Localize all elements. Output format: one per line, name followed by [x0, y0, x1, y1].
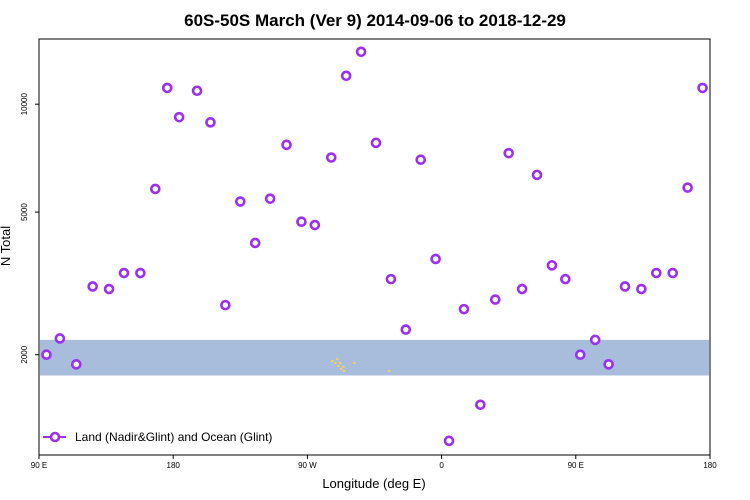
- data-point: [281, 139, 292, 151]
- legend-label: Land (Nadir&Glint) and Ocean (Glint): [75, 430, 272, 444]
- data-point: [325, 152, 337, 163]
- data-point: [70, 359, 82, 370]
- data-point: [370, 137, 382, 149]
- land-band: [40, 339, 709, 376]
- data-point: [589, 334, 601, 346]
- x-tick-label: 90 W: [298, 461, 317, 470]
- y-tick-label: 2000: [20, 345, 29, 363]
- data-point: [173, 111, 185, 123]
- data-point: [54, 333, 66, 344]
- data-point: [682, 182, 693, 193]
- data-point: [619, 281, 631, 292]
- data-point: [296, 216, 307, 228]
- data-point: [489, 294, 501, 305]
- data-point: [400, 324, 412, 335]
- x-tick-label: 180: [703, 461, 717, 470]
- land-marker: [340, 368, 343, 370]
- series-points: [41, 46, 708, 447]
- data-point: [118, 267, 130, 279]
- y-tick-label: 5000: [20, 203, 29, 221]
- data-point: [636, 283, 647, 295]
- land-marker: [342, 366, 345, 368]
- data-point: [458, 303, 470, 315]
- y-axis-label: N Total: [0, 226, 13, 266]
- land-marker: [353, 362, 356, 364]
- data-point: [309, 219, 321, 231]
- legend-marker: [49, 431, 61, 443]
- x-tick-label: 180: [167, 461, 181, 470]
- chart-title: 60S-50S March (Ver 9) 2014-09-06 to 2018…: [184, 11, 566, 30]
- x-axis: 90 E 180 90 W 0 90 E 180: [31, 455, 717, 470]
- data-point: [150, 183, 161, 195]
- data-point: [161, 82, 173, 94]
- land-marker: [331, 360, 334, 362]
- data-point: [340, 70, 352, 82]
- land-marker: [343, 370, 346, 372]
- land-marker: [388, 370, 391, 372]
- land-marker: [334, 362, 337, 364]
- data-point: [135, 267, 146, 279]
- data-point: [385, 273, 397, 285]
- data-point: [235, 196, 246, 207]
- data-point: [103, 283, 115, 295]
- data-point: [87, 281, 98, 292]
- data-point: [651, 267, 662, 279]
- x-tick-label: 0: [439, 461, 444, 470]
- data-point: [516, 283, 528, 295]
- land-marker: [336, 358, 339, 360]
- land-band-layer: [40, 339, 709, 376]
- data-point: [503, 147, 515, 159]
- data-point: [531, 169, 543, 181]
- data-point: [697, 82, 708, 94]
- x-axis-label: Longitude (deg E): [322, 476, 425, 491]
- plot-frame: [38, 38, 711, 456]
- data-point: [546, 260, 558, 271]
- x-tick-label: 90 E: [568, 461, 584, 470]
- legend: Land (Nadir&Glint) and Ocean (Glint): [43, 430, 272, 444]
- data-point: [264, 193, 276, 204]
- data-point: [41, 349, 52, 360]
- data-point: [667, 267, 679, 279]
- y-axis: 2000 5000 10000: [20, 93, 39, 364]
- data-point: [220, 299, 231, 311]
- data-point: [574, 349, 586, 360]
- land-marker: [337, 365, 340, 367]
- data-point: [355, 46, 367, 58]
- land-marker: [339, 362, 342, 364]
- data-point: [603, 359, 614, 370]
- x-tick-label: 90 E: [31, 461, 47, 470]
- data-point: [415, 154, 427, 165]
- data-point: [430, 253, 441, 265]
- data-point: [205, 117, 216, 128]
- data-point: [191, 85, 203, 97]
- y-tick-label: 10000: [20, 93, 29, 116]
- land-markers: [331, 358, 391, 372]
- data-point: [560, 273, 571, 285]
- data-point: [443, 435, 455, 447]
- data-point: [475, 399, 486, 411]
- data-point: [249, 237, 261, 249]
